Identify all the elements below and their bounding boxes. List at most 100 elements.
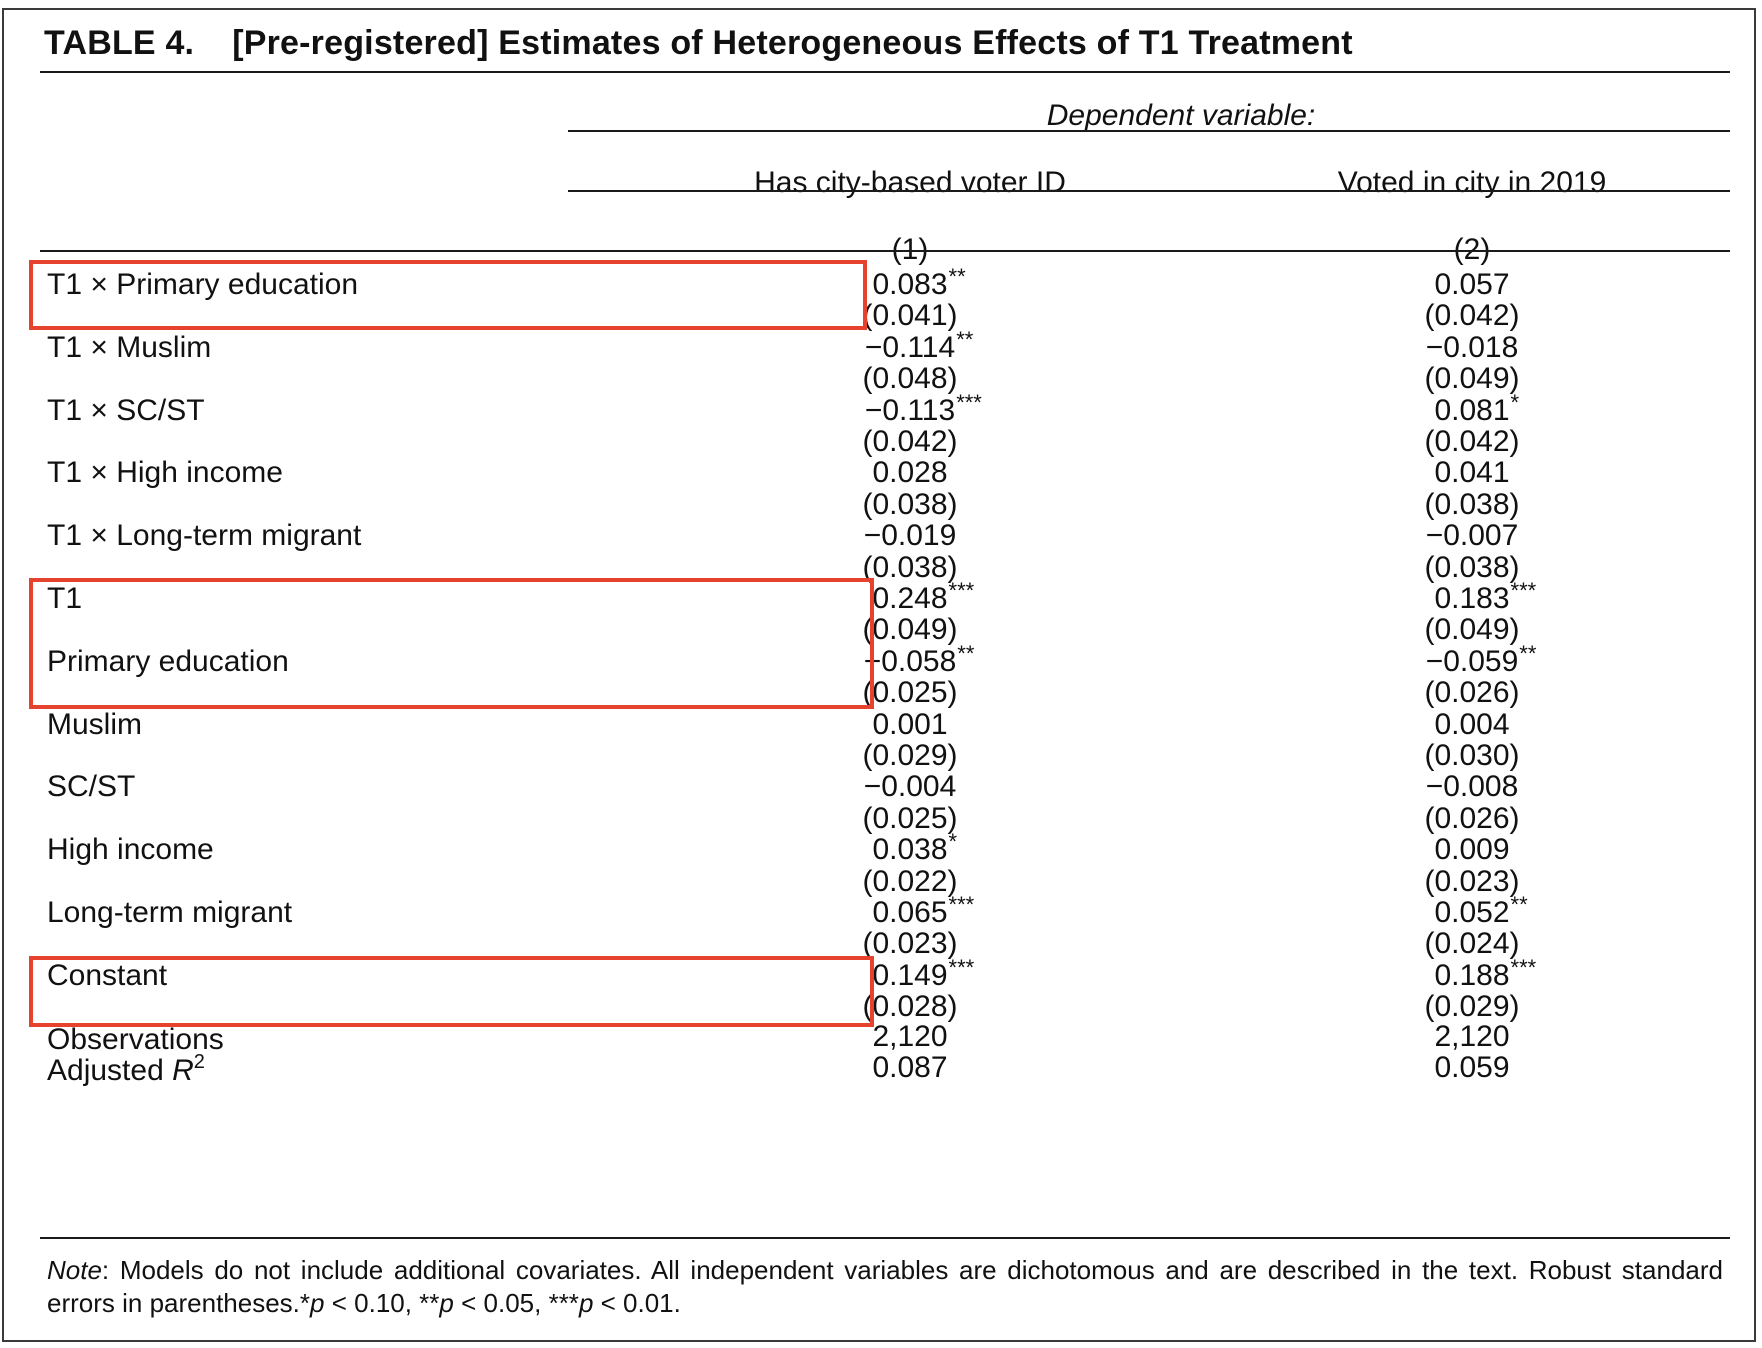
coefficient-col1: −0.114 ** bbox=[864, 326, 974, 364]
note-body: : Models do not include additional covar… bbox=[47, 1255, 1723, 1318]
highlight-box-interaction bbox=[29, 260, 867, 330]
coefficient-col2: 0.041 bbox=[1434, 456, 1510, 490]
note-significance: *p < 0.10, **p < 0.05, ***p < 0.01. bbox=[299, 1288, 681, 1318]
coefficient-col2: 0.057 bbox=[1434, 268, 1510, 301]
standard-error-col2: (0.024) bbox=[1424, 927, 1520, 961]
stat-value-col2: 2,120 bbox=[1434, 1020, 1510, 1053]
table-frame bbox=[2, 8, 1756, 1342]
row-label: Long-term migrant bbox=[47, 896, 293, 929]
coefficient-col1: 0.248 *** bbox=[872, 578, 975, 615]
standard-error-col2: (0.030) bbox=[1424, 739, 1520, 772]
coefficient-col2: 0.183 *** bbox=[1434, 578, 1537, 615]
table-title: TABLE 4. [Pre-registered] Estimates of He… bbox=[44, 24, 1353, 63]
coefficient-col2: −0.007 bbox=[1425, 519, 1519, 553]
coefficient-col1: 0.149 *** bbox=[872, 954, 975, 992]
standard-error-col2: (0.026) bbox=[1424, 801, 1520, 835]
row-label: T1 × Long-term migrant bbox=[47, 519, 362, 553]
row-label: T1 × Muslim bbox=[47, 330, 212, 364]
row-label: T1 × High income bbox=[47, 456, 283, 490]
coefficient-col1: −0.058 ** bbox=[863, 640, 975, 678]
title-rule bbox=[40, 71, 1730, 73]
table-row: T1 × Long-term migrant −0.019 −0.007 bbox=[0, 519, 1762, 555]
table-row: Long-term migrant 0.065 *** 0.052 ** bbox=[0, 892, 1762, 932]
coefficient-col2: 0.052 ** bbox=[1434, 892, 1528, 929]
coefficient-col1: −0.004 bbox=[863, 770, 957, 804]
standard-error-col1: (0.041) bbox=[862, 299, 958, 333]
coefficient-col2: 0.081 * bbox=[1434, 389, 1520, 427]
stat-value-col1: 0.087 bbox=[872, 1051, 948, 1084]
standard-error-col2: (0.026) bbox=[1424, 676, 1520, 710]
coefficient-col1: −0.113 *** bbox=[864, 389, 982, 427]
column-header-2: Voted in city in 2019 bbox=[1337, 166, 1607, 199]
standard-error-col2: (0.049) bbox=[1424, 613, 1520, 647]
row-label: T1 × Primary education bbox=[47, 268, 358, 301]
table-row-se: (0.028) (0.029) bbox=[0, 990, 1762, 1026]
coefficient-col2: −0.018 bbox=[1425, 330, 1519, 364]
stat-value-col1: 2,120 bbox=[872, 1020, 948, 1053]
table-row: Primary education −0.058 ** −0.059 ** bbox=[0, 640, 1762, 681]
coefficient-col2: −0.059 ** bbox=[1425, 640, 1537, 678]
table-row-se: (0.048) (0.049) bbox=[0, 362, 1762, 398]
row-label: Muslim bbox=[47, 707, 142, 741]
coefficient-col1: 0.028 bbox=[872, 456, 948, 490]
table-row-se: (0.025) (0.026) bbox=[0, 802, 1762, 838]
table-row-se: (0.049) (0.049) bbox=[0, 613, 1762, 649]
standard-error-col2: (0.042) bbox=[1424, 299, 1520, 333]
dependent-variable-label: Dependent variable: bbox=[1046, 99, 1316, 132]
standard-error-col1: (0.042) bbox=[862, 425, 958, 458]
stat-row: Adjusted R2 0.087 0.059 bbox=[0, 1051, 1762, 1087]
standard-error-col1: (0.025) bbox=[862, 676, 958, 710]
coefficient-col1: 0.065 *** bbox=[872, 892, 975, 929]
standard-error-col1: (0.029) bbox=[862, 739, 958, 772]
table-row: T1 × SC/ST −0.113 *** 0.081 * bbox=[0, 389, 1762, 430]
coefficient-col2: 0.188 *** bbox=[1434, 954, 1537, 992]
standard-error-col1: (0.028) bbox=[862, 990, 958, 1024]
standard-error-col1: (0.023) bbox=[862, 927, 958, 961]
standard-error-col1: (0.038) bbox=[862, 487, 958, 521]
table-row: T1 × Muslim −0.114 ** −0.018 bbox=[0, 326, 1762, 367]
table-row-se: (0.022) (0.023) bbox=[0, 865, 1762, 901]
table-row: T1 × High income 0.028 0.041 bbox=[0, 456, 1762, 492]
coefficient-col1: −0.019 bbox=[863, 519, 957, 553]
standard-error-col1: (0.025) bbox=[862, 801, 958, 835]
standard-error-col2: (0.038) bbox=[1424, 487, 1520, 521]
table-row: Constant 0.149 *** 0.188 *** bbox=[0, 954, 1762, 995]
standard-error-col1: (0.038) bbox=[862, 550, 958, 584]
column-number-1: (1) bbox=[891, 233, 929, 266]
table-row: High income 0.038 * 0.009 bbox=[0, 829, 1762, 869]
header-bottom-rule bbox=[40, 250, 1730, 252]
table-number: TABLE 4. bbox=[44, 24, 195, 62]
coefficient-col1: 0.001 bbox=[872, 707, 948, 741]
standard-error-col1: (0.049) bbox=[862, 613, 958, 647]
standard-error-col1: (0.022) bbox=[862, 864, 958, 898]
standard-error-col2: (0.029) bbox=[1424, 990, 1520, 1024]
table-row-se: (0.041) (0.042) bbox=[0, 299, 1762, 335]
coefficient-col1: 0.038 * bbox=[872, 829, 958, 867]
stat-value-col2: 0.059 bbox=[1434, 1051, 1510, 1084]
highlight-box-main-effects bbox=[29, 578, 874, 709]
row-label: Primary education bbox=[47, 644, 289, 678]
coefficient-col2: 0.009 bbox=[1434, 833, 1510, 867]
row-label: Constant bbox=[47, 958, 168, 992]
table-row-se: (0.029) (0.030) bbox=[0, 739, 1762, 775]
column-header-1: Has city-based voter ID bbox=[754, 166, 1066, 199]
standard-error-col2: (0.023) bbox=[1424, 864, 1520, 898]
standard-error-col1: (0.048) bbox=[862, 362, 958, 396]
table-row-se: (0.042) (0.042) bbox=[0, 425, 1762, 461]
table-title-text: [Pre-registered] Estimates of Heterogene… bbox=[232, 24, 1353, 62]
table-row-se: (0.038) (0.038) bbox=[0, 551, 1762, 587]
note-lead: Note bbox=[47, 1255, 102, 1285]
column-number-2: (2) bbox=[1453, 233, 1491, 266]
table-row: T1 0.248 *** 0.183 *** bbox=[0, 578, 1762, 618]
table-bottom-rule bbox=[40, 1237, 1730, 1239]
table-row: T1 × Primary education 0.083 ** 0.057 bbox=[0, 264, 1762, 304]
table-row: SC/ST −0.004 −0.008 bbox=[0, 770, 1762, 806]
standard-error-col2: (0.038) bbox=[1424, 550, 1520, 584]
standard-error-col2: (0.049) bbox=[1424, 362, 1520, 396]
coefficient-col2: −0.008 bbox=[1425, 770, 1519, 804]
table-row: Muslim 0.001 0.004 bbox=[0, 708, 1762, 744]
table-row-se: (0.038) (0.038) bbox=[0, 488, 1762, 524]
standard-error-col2: (0.042) bbox=[1424, 425, 1520, 458]
row-label: T1 × SC/ST bbox=[47, 393, 205, 427]
stat-label: Adjusted R2 bbox=[47, 1051, 205, 1087]
